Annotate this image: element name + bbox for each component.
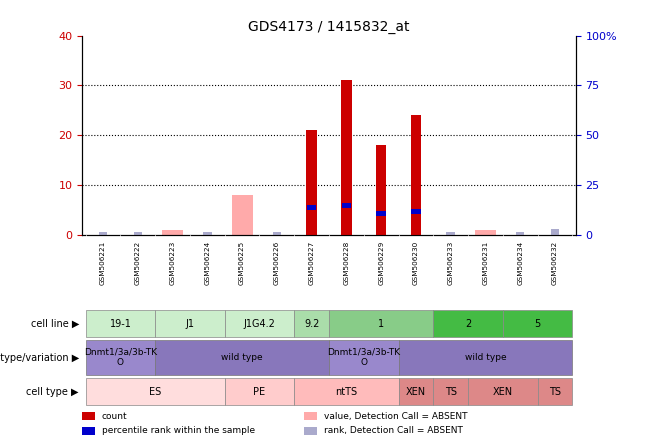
Text: 1: 1 [378,319,384,329]
Bar [225,310,294,337]
Bar [305,412,316,420]
Text: cell type ▶: cell type ▶ [26,387,79,396]
Text: 5: 5 [534,319,541,329]
Text: GSM506227: GSM506227 [309,241,315,285]
Bar [86,310,155,337]
Text: J1: J1 [186,319,195,329]
Bar [376,146,386,235]
Bar [294,378,399,405]
Bar [99,232,107,235]
Bar [155,340,329,375]
Text: 9.2: 9.2 [304,319,319,329]
Text: XEN: XEN [493,387,513,396]
Bar [232,195,253,235]
Bar [272,232,281,235]
Text: ntTS: ntTS [336,387,357,396]
Bar [155,310,225,337]
Text: GSM506233: GSM506233 [447,241,453,285]
Bar [433,310,503,337]
Text: GSM506226: GSM506226 [274,241,280,285]
Text: GSM506221: GSM506221 [100,241,106,285]
Bar [516,232,524,235]
Bar [411,209,420,214]
Text: GSM506232: GSM506232 [552,241,558,285]
Text: GSM506222: GSM506222 [135,241,141,285]
Text: GDS4173 / 1415832_at: GDS4173 / 1415832_at [248,20,410,34]
Text: value, Detection Call = ABSENT: value, Detection Call = ABSENT [324,412,468,420]
Bar [538,378,572,405]
Bar [342,203,351,208]
Text: GSM506223: GSM506223 [170,241,176,285]
Bar [399,378,433,405]
Text: 2: 2 [465,319,471,329]
Text: GSM506231: GSM506231 [482,241,488,285]
Text: GSM506224: GSM506224 [205,241,211,285]
Text: TS: TS [549,387,561,396]
Bar [341,80,351,235]
Text: GSM506229: GSM506229 [378,241,384,285]
Bar [433,378,468,405]
Text: Dnmt1/3a/3b-TK
O: Dnmt1/3a/3b-TK O [327,348,400,367]
Bar [446,232,455,235]
Text: TS: TS [445,387,457,396]
Text: GSM506228: GSM506228 [343,241,349,285]
Bar [294,310,329,337]
Text: wild type: wild type [221,353,263,362]
Bar [86,378,225,405]
Bar [411,115,421,235]
Text: GSM506234: GSM506234 [517,241,523,285]
Bar [468,378,538,405]
Bar [203,232,212,235]
Text: cell line ▶: cell line ▶ [30,319,79,329]
Bar [329,340,399,375]
Text: ES: ES [149,387,161,396]
Bar [307,131,317,235]
Text: percentile rank within the sample: percentile rank within the sample [102,426,255,435]
Bar [475,230,496,235]
Text: count: count [102,412,128,420]
Bar [86,340,155,375]
Bar [551,230,559,235]
Text: wild type: wild type [465,353,506,362]
Text: PE: PE [253,387,266,396]
Text: J1G4.2: J1G4.2 [243,319,276,329]
Bar [134,232,142,235]
Text: 19-1: 19-1 [109,319,132,329]
Text: Dnmt1/3a/3b-TK
O: Dnmt1/3a/3b-TK O [84,348,157,367]
Bar [503,310,572,337]
Bar [376,211,386,216]
Bar [399,340,572,375]
Bar [225,378,294,405]
Bar [82,427,95,435]
Bar [162,230,183,235]
Text: rank, Detection Call = ABSENT: rank, Detection Call = ABSENT [324,426,463,435]
Text: XEN: XEN [406,387,426,396]
Bar [329,310,433,337]
Bar [305,427,316,435]
Text: genotype/variation ▶: genotype/variation ▶ [0,353,79,363]
Text: GSM506230: GSM506230 [413,241,419,285]
Bar [307,205,316,210]
Text: GSM506225: GSM506225 [239,241,245,285]
Bar [82,412,95,420]
